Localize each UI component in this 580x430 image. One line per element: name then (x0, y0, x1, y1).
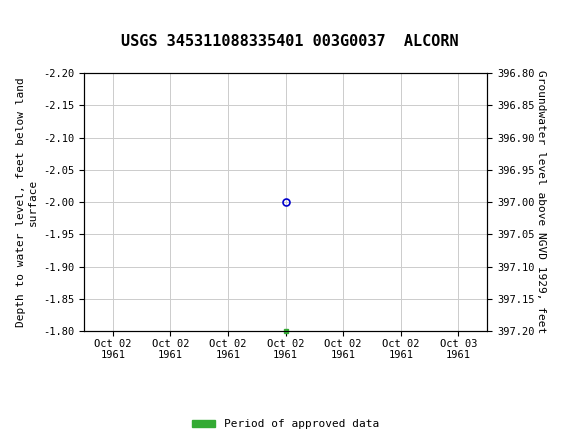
Text: USGS 345311088335401 003G0037  ALCORN: USGS 345311088335401 003G0037 ALCORN (121, 34, 459, 49)
Legend: Period of approved data: Period of approved data (188, 415, 383, 430)
Y-axis label: Depth to water level, feet below land
surface: Depth to water level, feet below land su… (16, 77, 38, 327)
Text: USGS: USGS (38, 9, 102, 30)
Text: ≡: ≡ (9, 5, 34, 34)
Y-axis label: Groundwater level above NGVD 1929, feet: Groundwater level above NGVD 1929, feet (535, 71, 546, 334)
